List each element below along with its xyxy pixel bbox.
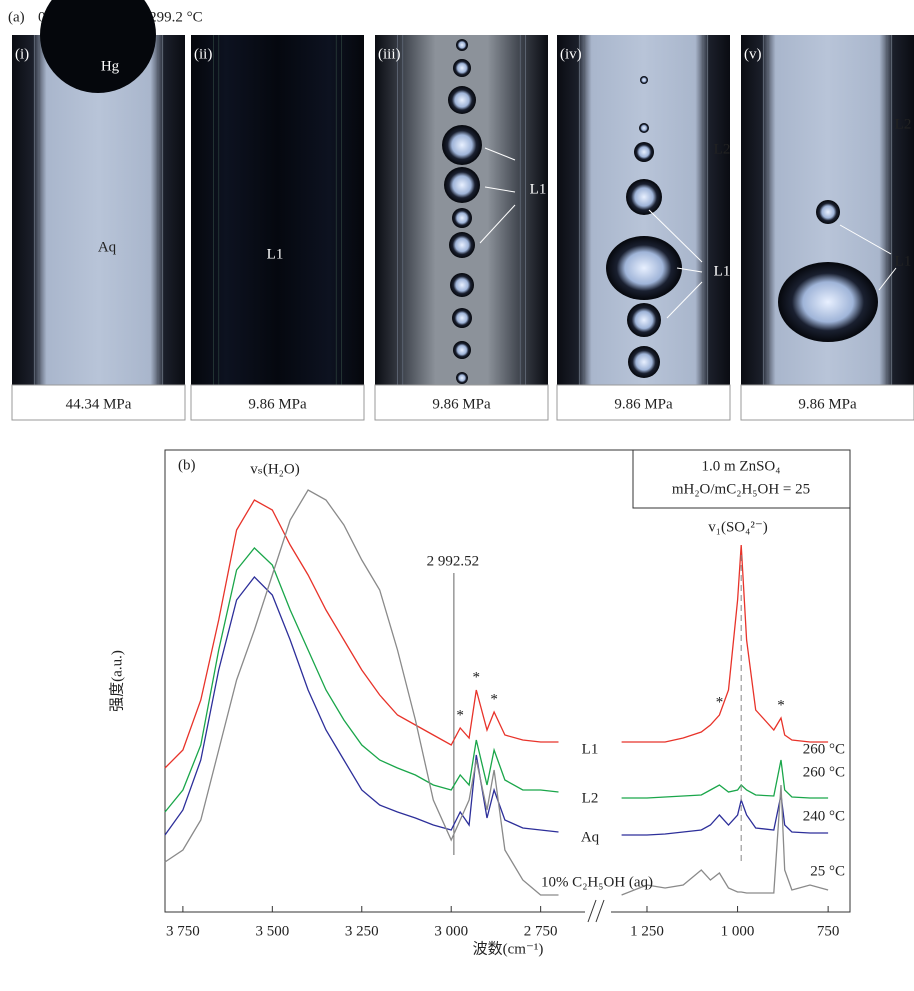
bubble	[456, 372, 468, 384]
series-label: L2	[582, 790, 599, 806]
bubble	[452, 208, 472, 228]
bubble	[634, 142, 654, 162]
plot-frame	[164, 449, 851, 913]
bubble	[453, 59, 471, 77]
bubble	[626, 179, 662, 215]
info-text: mH₂O/mC₂H₅OH = 25	[672, 481, 810, 497]
spectrum	[164, 489, 829, 896]
bubble	[640, 76, 648, 84]
leader	[484, 147, 516, 161]
star: *	[473, 669, 481, 685]
panel-label: (iii)	[378, 46, 401, 62]
annotation: v₁(SO₄²⁻)	[708, 519, 768, 535]
panel-a: (a) 0.5 m ZnSO₄, T = 299.2 °C (i)HgAq44.…	[8, 0, 914, 421]
info-text: 1.0 m ZnSO₄	[702, 458, 781, 474]
spectrum	[164, 547, 829, 813]
leader	[839, 224, 892, 255]
panel-label: (iv)	[560, 46, 582, 62]
phase-label: L1	[714, 263, 731, 279]
temperature-label: 260 °C	[803, 741, 845, 757]
bubble	[442, 125, 482, 165]
x-tick-label: 1 000	[721, 923, 755, 939]
leader	[676, 267, 703, 273]
leader	[484, 186, 516, 193]
series-label: 10% C₂H₅OH (aq)	[541, 874, 653, 890]
bubble	[627, 303, 661, 337]
caption-box	[740, 384, 914, 421]
temperature-label: 240 °C	[803, 808, 845, 824]
leader	[648, 209, 703, 263]
annotation: vₛ(H₂O)	[250, 461, 299, 477]
pressure: 9.86 MPa	[614, 396, 673, 412]
phase-label: Hg	[101, 58, 120, 74]
phase-label: L1	[895, 253, 912, 269]
temperature-label: 260 °C	[803, 764, 845, 780]
bubble	[456, 39, 468, 51]
axis-break	[585, 905, 611, 919]
series-label: L1	[582, 741, 599, 757]
phase-label: L1	[530, 181, 547, 197]
bubble	[444, 167, 480, 203]
break-mark	[587, 899, 597, 923]
star: *	[490, 691, 498, 707]
x-tick-label: 750	[817, 923, 840, 939]
series-label: Aq	[581, 829, 600, 845]
caption-box	[556, 384, 731, 421]
break-mark	[595, 899, 605, 923]
star: *	[456, 707, 464, 723]
bubble	[450, 273, 474, 297]
photo	[191, 35, 364, 385]
bubble	[639, 123, 649, 133]
x-tick-label: 3 750	[166, 923, 200, 939]
caption-box	[11, 384, 186, 421]
bubble	[449, 232, 475, 258]
spectrum	[164, 576, 829, 836]
info-box	[632, 449, 851, 509]
caption-box	[374, 384, 549, 421]
x-tick-label: 3 500	[255, 923, 289, 939]
pressure: 9.86 MPa	[798, 396, 857, 412]
bubble	[628, 346, 660, 378]
panel-label: (v)	[744, 46, 762, 62]
photo	[12, 35, 185, 385]
x-tick-label: 3 000	[434, 923, 468, 939]
phase-label: L2	[714, 141, 731, 157]
panel-label: (ii)	[194, 46, 212, 62]
panel-b: 1.0 m ZnSO₄ mH₂O/mC₂H₅OH = 25 (b) vₛ(H₂O…	[108, 449, 851, 957]
bubble	[452, 308, 472, 328]
pressure: 9.86 MPa	[248, 396, 307, 412]
leader	[666, 281, 703, 319]
pressure: 44.34 MPa	[66, 396, 132, 412]
mercury	[40, 0, 156, 93]
panel-label: (i)	[15, 46, 29, 62]
bubble	[816, 200, 840, 224]
star: *	[716, 694, 724, 710]
leader	[878, 267, 897, 291]
peak-label: 2 992.52	[427, 553, 480, 569]
panel-label: (b)	[178, 457, 196, 473]
x-tick-label: 2 750	[524, 923, 558, 939]
panel-label: (a)	[8, 9, 25, 25]
leader	[479, 204, 516, 244]
phase-label: L1	[267, 246, 284, 262]
caption-box	[190, 384, 365, 421]
x-tick-label: 3 250	[345, 923, 379, 939]
bubble	[448, 86, 476, 114]
y-axis-label: 强度(a.u.)	[108, 650, 125, 712]
bubble	[778, 262, 878, 342]
pressure: 9.86 MPa	[432, 396, 491, 412]
x-axis-label: 波数(cm⁻¹)	[473, 940, 544, 957]
temperature-label: 25 °C	[810, 863, 845, 879]
phase-label: Aq	[98, 239, 117, 255]
bubble	[606, 236, 682, 300]
bubble	[453, 341, 471, 359]
phase-label: L2	[895, 116, 912, 132]
x-tick-label: 1 250	[630, 923, 664, 939]
star: *	[777, 697, 785, 713]
spectrum	[164, 499, 829, 769]
